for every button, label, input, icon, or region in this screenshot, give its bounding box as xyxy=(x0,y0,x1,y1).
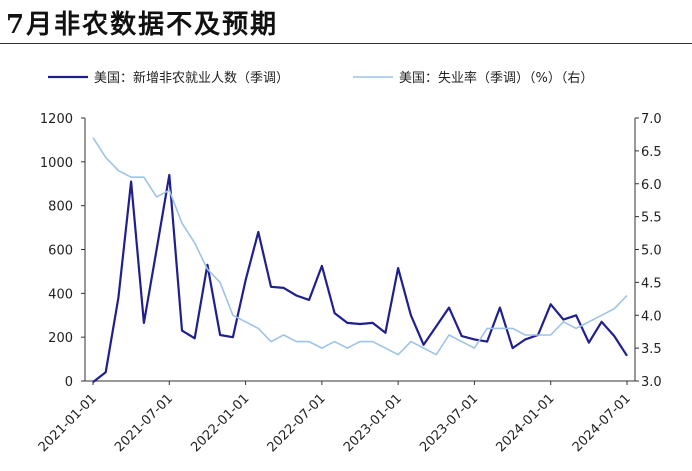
y-right-tick-label: 3.0 xyxy=(641,375,662,390)
x-tick-label: 2024-01-01 xyxy=(494,391,558,455)
y-right-tick-label: 3.5 xyxy=(641,342,662,357)
unemployment-rate-line xyxy=(92,137,628,356)
y-right-tick-label: 4.5 xyxy=(641,276,662,291)
y-right-tick-label: 6.5 xyxy=(641,145,662,160)
y-left-tick-label: 600 xyxy=(48,244,73,259)
x-tick-label: 2024-07-01 xyxy=(570,391,634,455)
x-tick-label: 2023-07-01 xyxy=(417,391,481,455)
nonfarm-payrolls-line xyxy=(92,173,628,383)
y-left-tick-label: 800 xyxy=(48,200,73,215)
title-bar: 7月非农数据不及预期 xyxy=(0,0,692,44)
y-left-tick-label: 0 xyxy=(65,375,73,390)
x-tick-label: 2021-01-01 xyxy=(36,391,100,455)
y-right-tick-label: 4.0 xyxy=(641,309,662,324)
y-left-tick-label: 1200 xyxy=(40,112,73,127)
y-right-tick-label: 5.0 xyxy=(641,244,662,259)
x-tick-label: 2023-01-01 xyxy=(341,391,405,455)
y-right-tick-label: 7.0 xyxy=(641,112,662,127)
legend-label: 美国：失业率（季调）（%）（右） xyxy=(399,70,593,86)
y-left-tick-label: 200 xyxy=(48,331,73,346)
x-tick-label: 2021-07-01 xyxy=(112,391,176,455)
page-title: 7月非农数据不及预期 xyxy=(6,10,279,40)
x-tick-label: 2022-07-01 xyxy=(265,391,329,455)
y-left-tick-label: 400 xyxy=(48,287,73,302)
x-tick-label: 2022-01-01 xyxy=(188,391,252,455)
y-right-tick-label: 6.0 xyxy=(641,178,662,193)
legend-label: 美国：新增非农就业人数（季调） xyxy=(94,70,289,86)
y-right-tick-label: 5.5 xyxy=(641,211,662,226)
y-left-tick-label: 1000 xyxy=(40,156,73,171)
